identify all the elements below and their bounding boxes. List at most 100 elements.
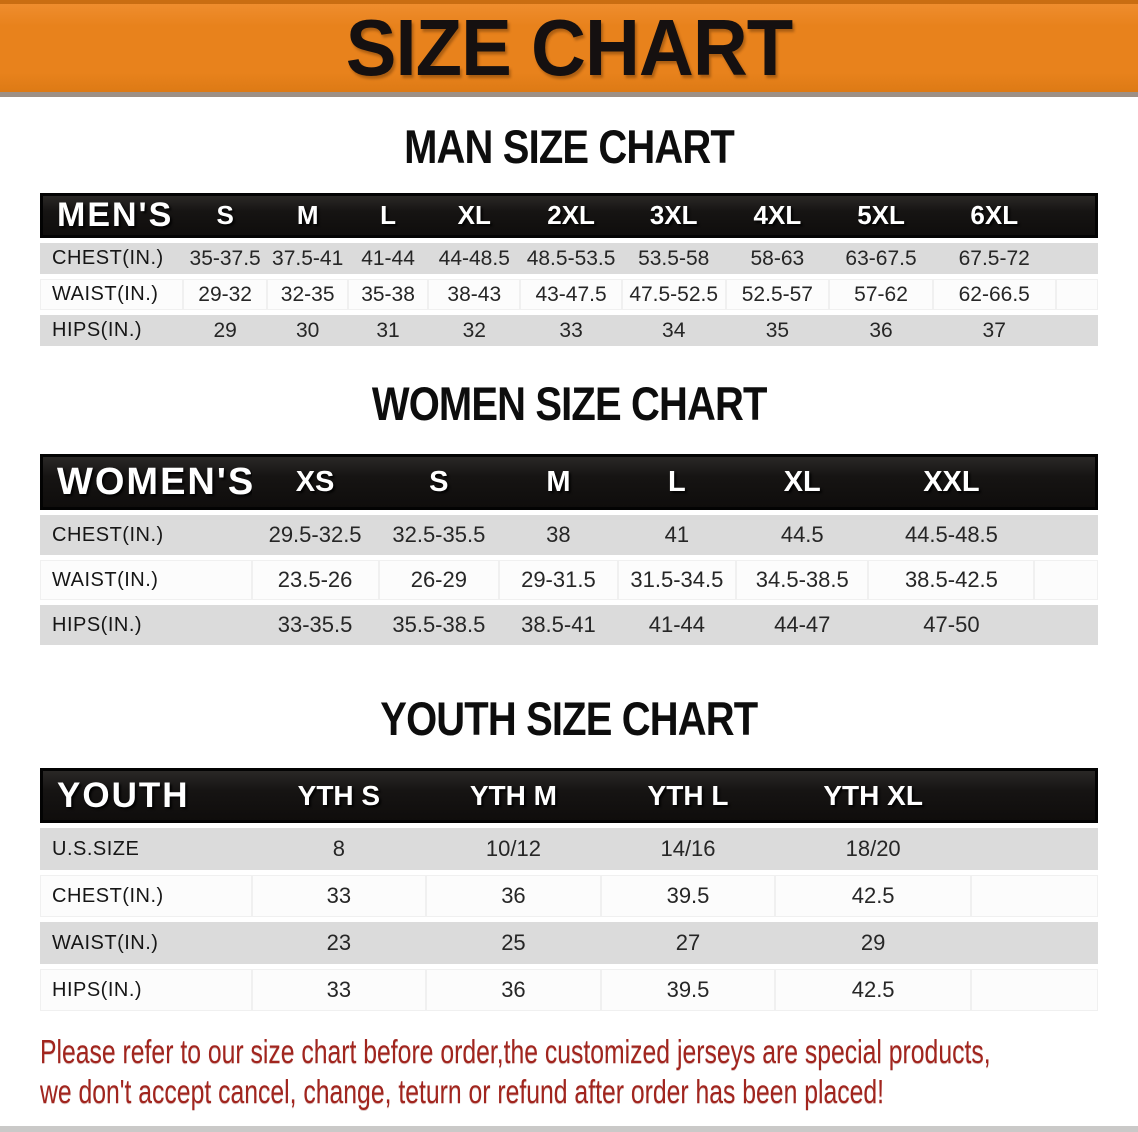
women-heading-text: WOMEN SIZE CHART (371, 377, 768, 430)
size-chart-banner: SIZE CHART (0, 0, 1138, 97)
row-label: WAIST(IN.) (40, 560, 252, 600)
women-table-title: WOMEN'S (40, 454, 252, 510)
youth-chest-row: CHEST(IN.) 33 36 39.5 42.5 (40, 875, 1098, 917)
size-value-cell: 14/16 (600, 828, 776, 870)
youth-heading-text: YOUTH SIZE CHART (380, 692, 758, 745)
size-value-cell: 39.5 (600, 969, 776, 1011)
size-column-header: 5XL (829, 193, 933, 238)
size-value-cell: 23 (251, 922, 427, 964)
youth-ussize-row: U.S.SIZE 8 10/12 14/16 18/20 (40, 828, 1098, 870)
size-value-cell: 38.5-42.5 (868, 560, 1035, 600)
row-label: U.S.SIZE (40, 828, 252, 870)
men-waist-row: WAIST(IN.) 29-32 32-35 35-38 38-43 43-47… (40, 279, 1098, 310)
banner-title: SIZE CHART (345, 3, 793, 92)
size-value-cell: 18/20 (775, 828, 971, 870)
size-value-cell: 38-43 (428, 279, 521, 310)
row-spacer (1034, 560, 1098, 600)
size-column-header: S (378, 454, 500, 510)
size-value-cell: 44.5 (736, 515, 869, 555)
size-value-cell: 10/12 (426, 828, 601, 870)
header-spacer (1034, 454, 1098, 510)
size-column-header: S (182, 193, 268, 238)
row-label: HIPS(IN.) (40, 605, 252, 645)
size-value-cell: 44-47 (736, 605, 869, 645)
row-spacer (1055, 243, 1098, 274)
size-value-cell: 44-48.5 (428, 243, 521, 274)
size-value-cell: 63-67.5 (829, 243, 933, 274)
size-value-cell: 29-31.5 (499, 560, 618, 600)
size-value-cell: 38.5-41 (499, 605, 618, 645)
size-value-cell: 43-47.5 (520, 279, 622, 310)
youth-waist-row: WAIST(IN.) 23 25 27 29 (40, 922, 1098, 964)
man-section-heading: MAN SIZE CHART (0, 121, 1138, 173)
women-hips-row: HIPS(IN.) 33-35.5 35.5-38.5 38.5-41 41-4… (40, 605, 1098, 645)
size-value-cell: 52.5-57 (725, 279, 830, 310)
men-table-title: MEN'S (40, 193, 183, 238)
size-value-cell: 39.5 (600, 875, 776, 917)
row-spacer (1055, 279, 1098, 310)
men-chest-row: CHEST(IN.) 35-37.5 37.5-41 41-44 44-48.5… (40, 243, 1098, 274)
women-waist-row: WAIST(IN.) 23.5-26 26-29 29-31.5 31.5-34… (40, 560, 1098, 600)
size-value-cell: 36 (426, 875, 601, 917)
size-value-cell: 67.5-72 (932, 243, 1056, 274)
header-spacer (971, 768, 1098, 823)
size-column-header: XXL (868, 454, 1035, 510)
size-value-cell: 37 (932, 315, 1056, 346)
size-value-cell: 29.5-32.5 (251, 515, 379, 555)
size-value-cell: 38 (499, 515, 618, 555)
size-value-cell: 26-29 (378, 560, 500, 600)
disclaimer-line-1: Please refer to our size chart before or… (40, 1033, 991, 1070)
size-value-cell: 32 (428, 315, 521, 346)
size-column-header: M (499, 454, 618, 510)
youth-header-row: YOUTH YTH S YTH M YTH L YTH XL (40, 768, 1098, 823)
women-chest-row: CHEST(IN.) 29.5-32.5 32.5-35.5 38 41 44.… (40, 515, 1098, 555)
size-value-cell: 58-63 (725, 243, 830, 274)
row-label: CHEST(IN.) (40, 515, 252, 555)
women-size-table: WOMEN'S XS S M L XL XXL CHEST(IN.) 29.5-… (40, 449, 1098, 650)
size-value-cell: 35-37.5 (182, 243, 268, 274)
size-value-cell: 57-62 (829, 279, 933, 310)
men-header-row: MEN'S S M L XL 2XL 3XL 4XL 5XL 6XL (40, 193, 1098, 238)
size-value-cell: 31 (347, 315, 429, 346)
size-column-header: 2XL (520, 193, 622, 238)
size-value-cell: 29 (775, 922, 971, 964)
row-spacer (971, 922, 1098, 964)
size-value-cell: 33 (520, 315, 622, 346)
row-spacer (1034, 515, 1098, 555)
row-label: WAIST(IN.) (40, 279, 183, 310)
size-value-cell: 31.5-34.5 (617, 560, 737, 600)
size-value-cell: 35 (725, 315, 830, 346)
size-value-cell: 35.5-38.5 (378, 605, 500, 645)
size-value-cell: 34.5-38.5 (736, 560, 869, 600)
size-column-header: L (617, 454, 737, 510)
women-section-heading: WOMEN SIZE CHART (0, 378, 1138, 430)
size-value-cell: 44.5-48.5 (868, 515, 1035, 555)
row-spacer (971, 875, 1098, 917)
women-header-row: WOMEN'S XS S M L XL XXL (40, 454, 1098, 510)
row-label: HIPS(IN.) (40, 969, 252, 1011)
size-value-cell: 33 (251, 875, 427, 917)
size-value-cell: 62-66.5 (932, 279, 1056, 310)
size-column-header: YTH M (426, 768, 601, 823)
size-value-cell: 41 (617, 515, 737, 555)
size-value-cell: 42.5 (775, 969, 971, 1011)
size-value-cell: 41-44 (347, 243, 429, 274)
size-value-cell: 29-32 (182, 279, 268, 310)
size-value-cell: 41-44 (617, 605, 737, 645)
size-value-cell: 35-38 (347, 279, 429, 310)
row-spacer (1055, 315, 1098, 346)
size-value-cell: 47.5-52.5 (621, 279, 726, 310)
size-value-cell: 33-35.5 (251, 605, 379, 645)
row-label: CHEST(IN.) (40, 243, 183, 274)
size-column-header: 4XL (725, 193, 830, 238)
size-column-header: L (347, 193, 429, 238)
row-label: WAIST(IN.) (40, 922, 252, 964)
size-value-cell: 36 (829, 315, 933, 346)
size-value-cell: 32-35 (267, 279, 348, 310)
size-value-cell: 37.5-41 (267, 243, 348, 274)
size-column-header: XS (251, 454, 379, 510)
youth-table-title: YOUTH (40, 768, 252, 823)
size-value-cell: 32.5-35.5 (378, 515, 500, 555)
size-value-cell: 29 (182, 315, 268, 346)
size-value-cell: 8 (251, 828, 427, 870)
